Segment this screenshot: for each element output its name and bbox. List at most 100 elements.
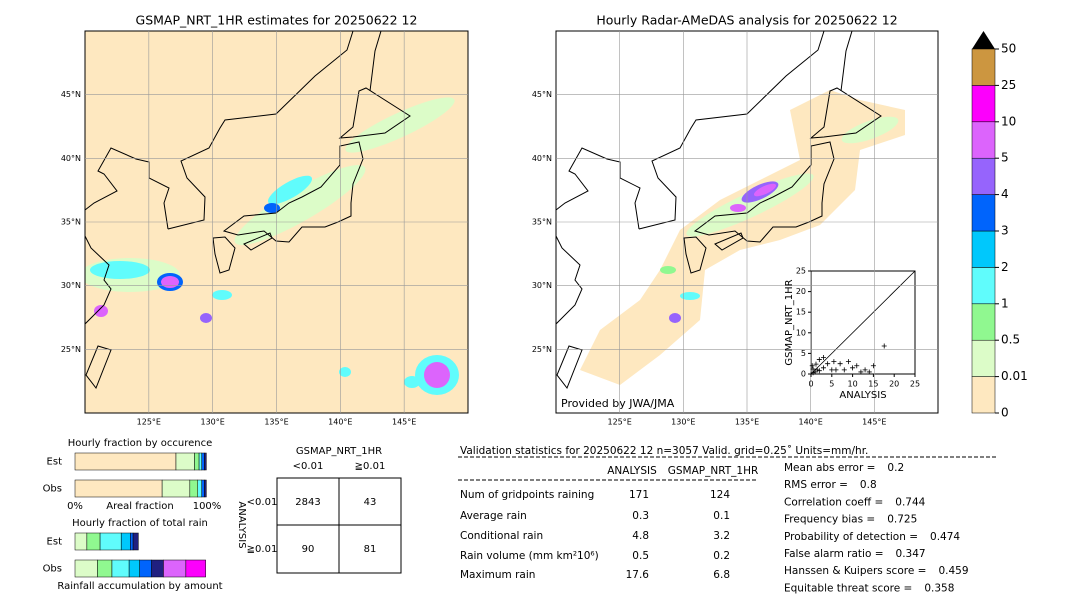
colorbar-label: 2 (1001, 260, 1009, 274)
colorbar-label: 1 (1001, 296, 1009, 310)
colorbar-label: 50 (1001, 42, 1016, 56)
scatter-point (820, 355, 826, 361)
stat-value: 124 (710, 489, 730, 501)
bar-segment (163, 559, 187, 578)
scatter-point (814, 367, 820, 373)
category-label: Obs (43, 564, 62, 575)
scatter-point (837, 361, 843, 367)
x-tick-label: 25 (910, 380, 920, 389)
bar-segment (74, 479, 163, 498)
score: Frequency bias = 0.725 (784, 514, 917, 526)
scatter-point (813, 361, 819, 367)
stat-value: 0.1 (713, 510, 730, 522)
x-tick-label: 20 (889, 380, 899, 389)
x-tick-label: 140°E (799, 418, 823, 427)
stat-value: 3.2 (713, 530, 730, 542)
row-label: Average rain (460, 510, 527, 522)
one-to-one-line (810, 270, 916, 375)
scatter-point (845, 359, 851, 365)
bar-segment (132, 532, 139, 551)
category-label: Obs (43, 484, 62, 495)
score-label: Frequency bias = (784, 514, 875, 526)
y-tick-label: 10 (796, 328, 806, 337)
x-tick-label: 15 (868, 380, 878, 389)
bar-segment (198, 452, 202, 471)
scatter-point (810, 366, 816, 372)
y-tick-label: 15 (796, 308, 806, 317)
scatter-point (820, 365, 826, 371)
scatter-point (870, 363, 876, 369)
score-value: 0.347 (896, 548, 926, 560)
score-label: False alarm ratio = (784, 548, 884, 560)
colorbar-segment (971, 194, 996, 232)
score-label: Probability of detection = (784, 531, 918, 543)
score: Mean abs error = 0.2 (784, 462, 904, 474)
bar-segment (99, 532, 122, 551)
x-tick-label: 125°E (137, 418, 161, 427)
score-label: Mean abs error = (784, 462, 875, 474)
category-label: Est (47, 537, 63, 548)
row-header: ≧0.01 (247, 544, 278, 555)
row-label: Maximum rain (460, 569, 535, 581)
score: Probability of detection = 0.474 (784, 531, 960, 543)
colorbar-segment (971, 85, 996, 123)
y-axis-label: GSMAP_NRT_1HR (784, 279, 795, 365)
row-label: Rain volume (mm km²10⁶) (460, 550, 599, 562)
x-axis-label: ANALYSIS (839, 390, 886, 401)
score-value: 0.358 (924, 582, 954, 594)
stat-value: 17.6 (626, 569, 650, 581)
score: Correlation coeff = 0.744 (784, 496, 926, 508)
x-tick-label: 125°E (608, 418, 632, 427)
bar-segment (97, 559, 113, 578)
score: Equitable threat score = 0.358 (784, 582, 954, 594)
chart-title: Hourly fraction by occurence (68, 438, 212, 449)
bar-segment (130, 532, 134, 551)
x-axis-label: Areal fraction (106, 501, 173, 512)
y-tick-label: 30°N (61, 281, 81, 290)
bar-segment (175, 452, 195, 471)
table-cell: 90 (302, 544, 315, 555)
bar-segment (201, 452, 205, 471)
bar-segment (201, 479, 205, 498)
score: False alarm ratio = 0.347 (784, 548, 926, 560)
map-title: GSMAP_NRT_1HR estimates for 20250622 12 (136, 13, 418, 28)
column-header: ≧0.01 (355, 461, 386, 472)
colorbar-label: 10 (1001, 114, 1016, 128)
score-value: 0.2 (887, 462, 904, 474)
colorbar-label: 0.01 (1001, 369, 1028, 383)
y-tick-label: 35°N (61, 218, 81, 227)
scatter-point (854, 363, 860, 369)
scatter-point (881, 343, 887, 349)
y-tick-label: 45°N (61, 90, 81, 99)
x-tick-label: 100% (193, 501, 222, 512)
y-tick-label: 40°N (61, 154, 81, 163)
bar-segment (120, 532, 131, 551)
colorbar-segment (971, 121, 996, 159)
scatter-point (862, 367, 868, 373)
bar-segment (204, 479, 207, 498)
scatter-point (816, 368, 822, 374)
table-cell: 43 (364, 497, 377, 508)
score-label: Equitable threat score = (784, 582, 912, 594)
score-label: RMS error = (784, 479, 848, 491)
column-header: GSMAP_NRT_1HR (668, 465, 759, 477)
chart-title: Hourly fraction of total rain (72, 518, 208, 529)
colorbar-extend (972, 31, 995, 49)
colorbar-label: 4 (1001, 187, 1009, 201)
row-label: Conditional rain (460, 530, 543, 542)
bar-segment (204, 452, 207, 471)
colorbar-label: 0 (1001, 406, 1009, 420)
x-tick-label: 140°E (328, 418, 352, 427)
scatter-point (816, 357, 822, 363)
x-tick-label: 0% (67, 501, 83, 512)
bar-segment (151, 559, 164, 578)
bar-segment (74, 559, 98, 578)
row-label: Num of gridpoints raining (460, 489, 594, 501)
scatter-point (825, 361, 831, 367)
score: RMS error = 0.8 (784, 479, 877, 491)
bar-segment (74, 452, 177, 471)
scatter-point (858, 369, 864, 375)
y-tick-label: 25°N (532, 345, 552, 354)
colorbar-segment (971, 230, 996, 268)
y-tick-label: 35°N (532, 218, 552, 227)
